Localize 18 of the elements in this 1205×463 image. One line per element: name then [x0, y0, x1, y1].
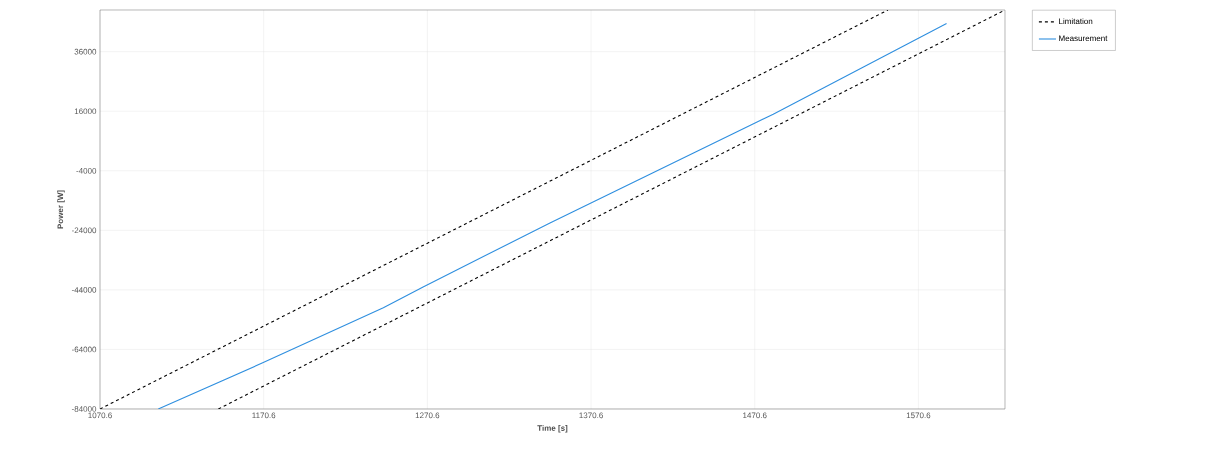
line-series [157, 22, 948, 409]
legend-label: Measurement [1059, 35, 1108, 42]
x-tick-label: 1370.6 [579, 412, 603, 419]
y-tick-label: -4000 [76, 167, 97, 174]
y-axis-title: Power [W] [57, 190, 65, 229]
y-tick-label: -84000 [71, 406, 97, 412]
x-tick-label: 1470.6 [743, 412, 767, 419]
x-tick-label: 1170.6 [252, 412, 276, 419]
y-tick-label: -44000 [71, 287, 97, 293]
x-tick-label: 1270.6 [415, 412, 440, 419]
y-tick-label: 16000 [74, 108, 97, 115]
legend-label: Limitation [1059, 18, 1093, 25]
y-tick-label: 36000 [74, 48, 97, 55]
x-axis-title: Time [s] [537, 425, 568, 433]
x-tick-label: 1570.6 [906, 412, 931, 419]
y-tick-label: -64000 [71, 346, 97, 353]
x-tick-label: 1070.6 [88, 412, 112, 419]
y-tick-label: -24000 [71, 227, 97, 234]
